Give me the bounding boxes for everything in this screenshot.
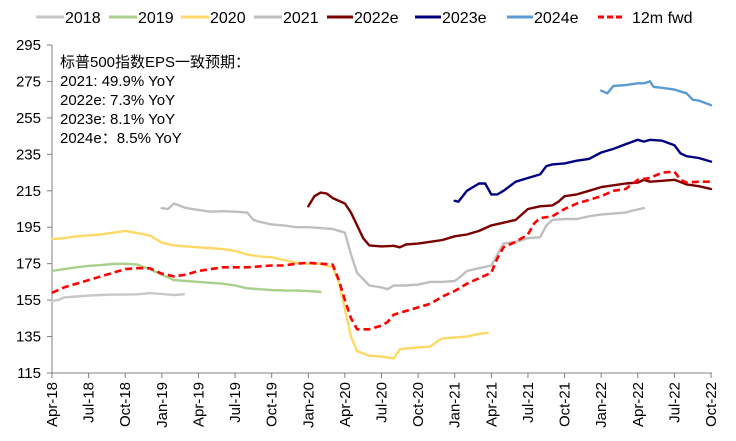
y-tick-label: 235 <box>16 146 41 163</box>
x-tick-label: Apr-20 <box>337 382 354 427</box>
legend: 2018 2019 2020 2021 2022e 2023e 2024e 12m fwd <box>36 10 692 27</box>
legend-label: 2024e <box>534 10 579 27</box>
x-tick-label: Apr-21 <box>483 382 500 427</box>
series-line-2022e <box>307 178 713 249</box>
legend-item-2022e: 2022e <box>327 10 399 27</box>
annotation-line: 2024e：8.5% YoY <box>60 130 182 147</box>
axes: 115 135 155 175 195 215 235 255 275 295 Apr-18 Jul-… <box>16 37 720 428</box>
x-tick-label: Jul-19 <box>227 382 244 423</box>
legend-item-2021: 2021 <box>254 10 319 27</box>
legend-item-2019: 2019 <box>109 10 174 27</box>
series-line-2020 <box>50 229 489 360</box>
legend-label: 2021 <box>283 10 319 27</box>
y-tick-label: 255 <box>16 110 41 127</box>
series-line-2019 <box>50 262 322 294</box>
y-tick-label: 195 <box>16 219 41 236</box>
y-tick-label: 115 <box>17 365 41 382</box>
x-tick-label: Oct-21 <box>557 382 574 427</box>
series-group <box>50 80 713 360</box>
series-line-2024e <box>600 80 713 107</box>
legend-label: 2018 <box>65 10 101 27</box>
x-tick-label: Jul-21 <box>520 382 537 423</box>
x-tick-label: Jan-22 <box>593 382 610 428</box>
series-line-2023e <box>453 138 713 203</box>
y-tick-label: 155 <box>16 292 41 309</box>
legend-label: 2023e <box>442 10 487 27</box>
x-tick-label: Oct-19 <box>264 382 281 427</box>
x-tick-label: Jul-20 <box>374 382 391 423</box>
legend-label: 2022e <box>354 10 399 27</box>
annotation-box: 标普500指数EPS一致预期： 2021: 49.9% YoY 2022e: 7.3… <box>60 54 250 147</box>
x-tick-label: Oct-20 <box>410 382 427 427</box>
x-tick-label: Jan-19 <box>154 382 171 428</box>
y-tick-label: 295 <box>16 37 41 54</box>
annotation-line: 2021: 49.9% YoY <box>60 73 175 90</box>
x-tick-label: Apr-18 <box>44 382 61 427</box>
legend-label: 12m fwd <box>632 10 692 27</box>
x-tick-label: Jul-22 <box>666 382 683 423</box>
annotation-line: 2023e: 8.1% YoY <box>60 111 175 128</box>
y-tick-label: 175 <box>16 256 41 273</box>
legend-label: 2020 <box>210 10 246 27</box>
x-tick-label: Oct-18 <box>117 382 134 427</box>
series-line-2018 <box>50 292 185 303</box>
legend-item-2018: 2018 <box>36 10 101 27</box>
series-line-2021 <box>160 202 646 291</box>
legend-item-2023e: 2023e <box>415 10 487 27</box>
x-tick-label: Jan-20 <box>300 382 317 428</box>
y-tick-label: 215 <box>16 183 41 200</box>
x-tick-label: Jan-21 <box>447 382 464 428</box>
annotation-line: 2022e: 7.3% YoY <box>60 92 175 109</box>
legend-item-2024e: 2024e <box>507 10 579 27</box>
legend-label: 2019 <box>138 10 174 27</box>
x-tick-label: Apr-19 <box>190 382 207 427</box>
y-tick-label: 135 <box>16 329 41 346</box>
x-tick-label: Jul-18 <box>81 382 98 423</box>
x-tick-label: Oct-22 <box>703 382 720 427</box>
annotation-title: 标普500指数EPS一致预期： <box>60 54 250 71</box>
legend-item-12m-fwd: 12m fwd <box>598 10 692 27</box>
legend-item-2020: 2020 <box>181 10 246 27</box>
series-line-12m-fwd <box>51 170 711 331</box>
x-tick-label: Apr-22 <box>630 382 647 427</box>
y-tick-label: 275 <box>16 73 41 90</box>
